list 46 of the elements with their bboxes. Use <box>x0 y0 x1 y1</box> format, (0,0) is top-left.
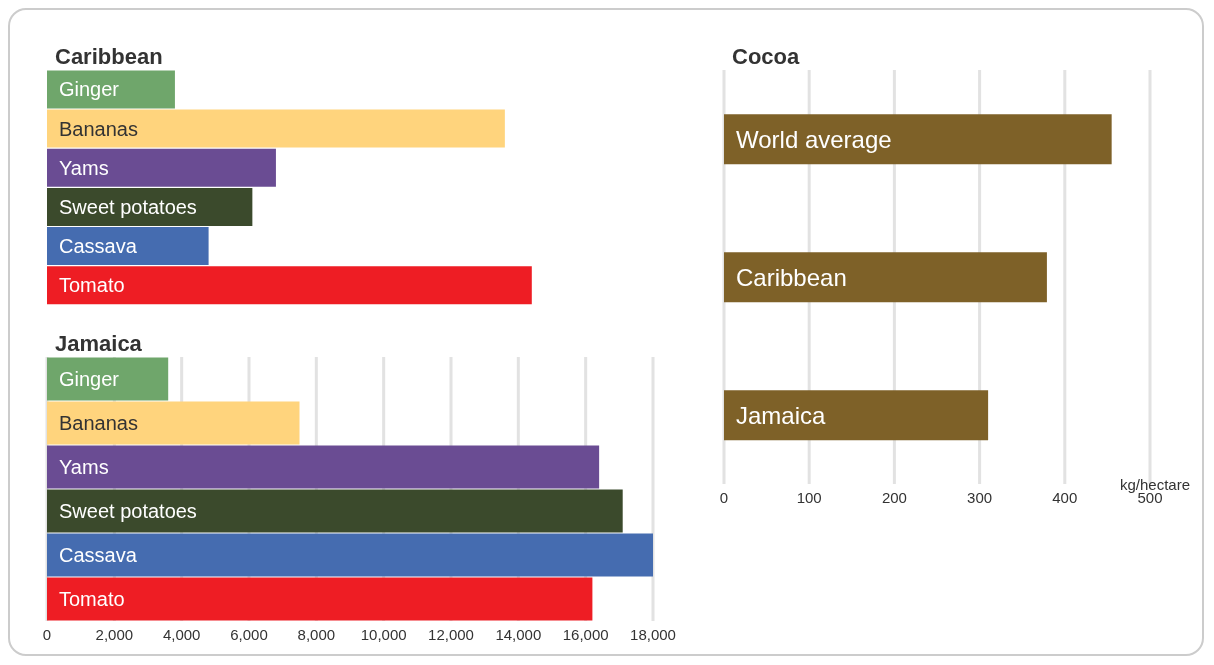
y-tick-label: Ginger <box>59 367 120 390</box>
y-tick-label: Bananas <box>59 411 138 434</box>
x-tick-label: 200 <box>881 488 907 506</box>
bar <box>47 357 169 401</box>
x-tick-label: 2,000 <box>95 625 134 643</box>
x-tick-label: 16,000 <box>562 625 609 643</box>
x-tick-label: 12,000 <box>428 625 474 643</box>
x-tick-label: 400 <box>1052 488 1078 506</box>
bar <box>47 401 300 445</box>
y-tick-label: Tomato <box>59 274 125 297</box>
y-tick-label: Cassava <box>59 543 138 566</box>
x-tick-label: 0 <box>719 488 729 506</box>
bar <box>47 148 276 187</box>
y-tick-label: Sweet potatoes <box>59 195 197 218</box>
x-tick-label: 8,000 <box>297 625 336 643</box>
y-tick-label: Tomato <box>59 587 125 610</box>
x-tick-label: 100 <box>796 488 822 506</box>
y-tick-label: Ginger <box>59 78 120 101</box>
bar <box>724 252 1047 303</box>
bar <box>47 70 175 109</box>
y-tick-label: Yams <box>59 455 109 478</box>
x-tick-label: 0 <box>42 625 52 643</box>
x-tick-label: 18,000 <box>630 625 676 643</box>
y-tick-label: Caribbean <box>736 263 847 291</box>
x-tick-label: 10,000 <box>360 625 407 643</box>
x-tick-label: 6,000 <box>230 625 268 643</box>
bar <box>724 114 1112 165</box>
y-tick-label: Sweet potatoes <box>59 499 197 522</box>
bar <box>724 390 989 441</box>
y-tick-label: World average <box>736 125 892 153</box>
y-tick-label: Bananas <box>59 117 138 140</box>
y-tick-label: Jamaica <box>736 401 827 429</box>
x-axis-title: kg/hectare <box>1119 476 1190 493</box>
x-tick-label: 14,000 <box>495 625 542 643</box>
bar <box>47 533 653 577</box>
y-tick-label: Cassava <box>59 235 138 258</box>
bar <box>47 445 600 489</box>
bar <box>47 489 623 533</box>
chart-title: Cocoa <box>732 44 800 70</box>
bar <box>47 266 532 305</box>
bar <box>47 577 593 621</box>
x-tick-label: 300 <box>967 488 993 506</box>
y-tick-label: Yams <box>59 156 109 179</box>
x-tick-label: 4,000 <box>162 625 201 643</box>
bar <box>47 109 505 148</box>
bar <box>47 227 209 266</box>
